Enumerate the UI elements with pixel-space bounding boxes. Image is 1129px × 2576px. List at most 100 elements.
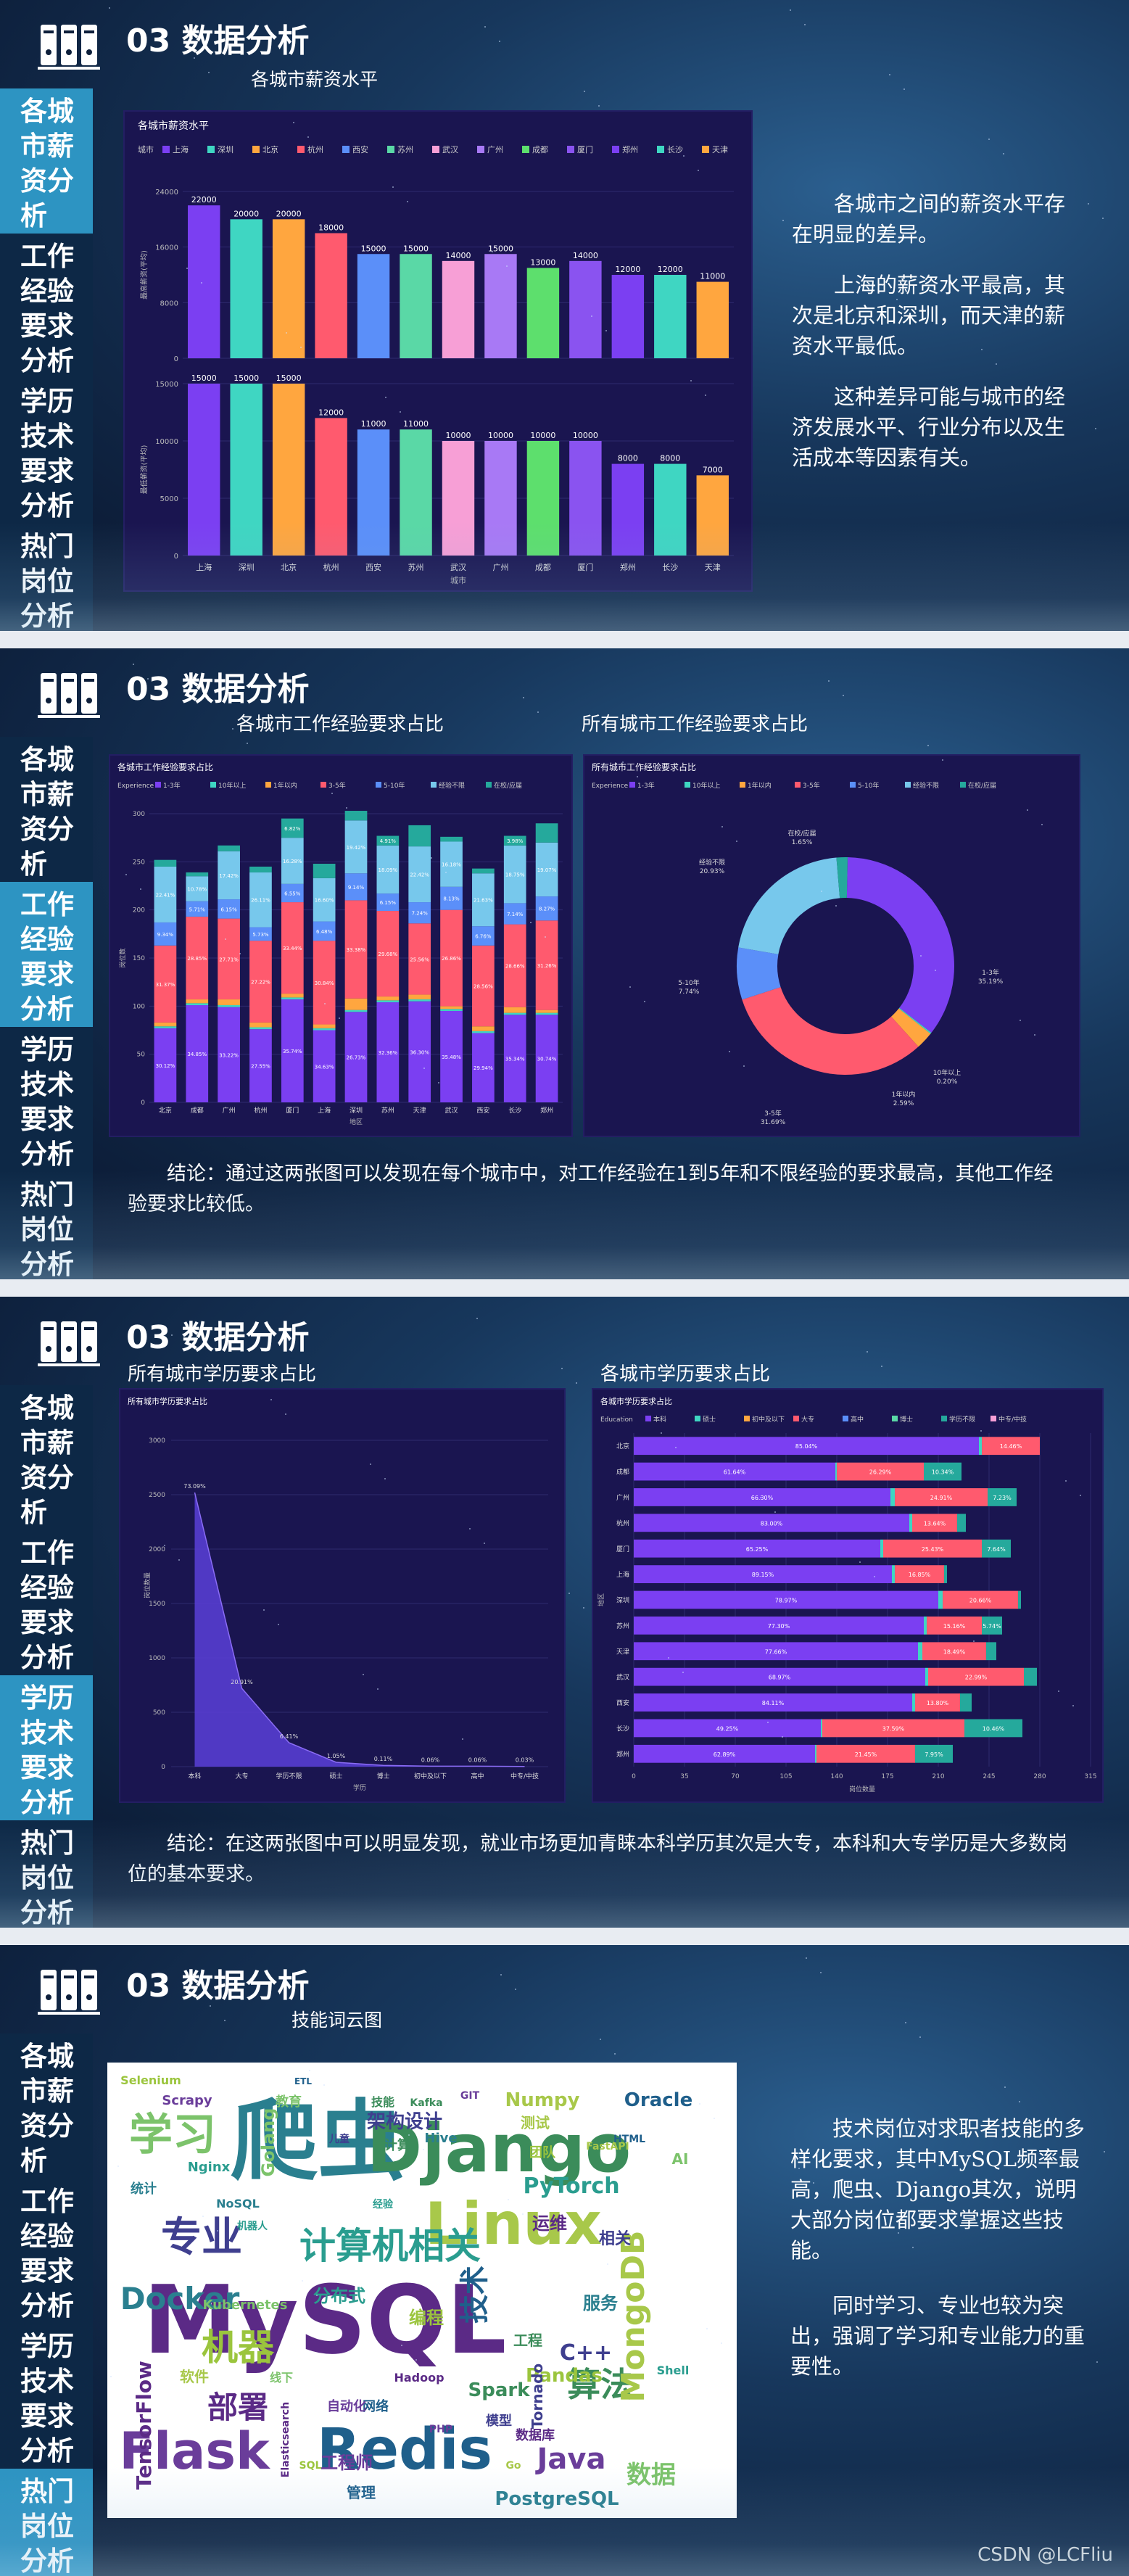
bar-segment — [376, 893, 400, 911]
y-tick-label: 1500 — [149, 1601, 165, 1608]
bar — [357, 254, 390, 358]
x-tick-label: 郑州 — [620, 562, 636, 572]
star-dot — [920, 955, 922, 957]
slice-label: 5-10年 — [678, 978, 699, 987]
nav-item-experience[interactable]: 工作经验要求分析 — [0, 2179, 93, 2324]
star-dot — [583, 1607, 584, 1609]
area-line — [194, 1492, 525, 1767]
nav-item-experience[interactable]: 工作经验要求分析 — [0, 882, 93, 1027]
y-tick-label: 上海 — [616, 1570, 629, 1579]
books-icon — [38, 25, 100, 70]
data-label: 17.42% — [219, 873, 239, 879]
chart-title: 各城市学历要求占比 — [600, 1396, 672, 1406]
salary-para-1: 各城市之间的薪资水平存在明显的差异。 — [792, 191, 1066, 247]
legend-swatch — [892, 1416, 898, 1421]
nav-item-jobs[interactable]: 热门岗位分析 — [0, 524, 93, 631]
bar-segment — [281, 838, 304, 884]
nav-item-experience[interactable]: 工作经验要求分析 — [0, 1530, 93, 1675]
star-dot — [515, 1989, 516, 1990]
data-label: 73.09% — [183, 1483, 206, 1490]
bar-segment — [634, 1693, 912, 1712]
slide-experience: 03 数据分析 各城市工作经验要求占比 所有城市工作经验要求占比 各城市薪资分析… — [0, 648, 1129, 1279]
bar — [315, 418, 347, 556]
data-label: 22.99% — [965, 1675, 988, 1681]
nav-item-salary[interactable]: 各城市薪资分析 — [0, 2034, 93, 2179]
bar-segment — [503, 1012, 526, 1015]
data-label: 22.42% — [410, 872, 429, 878]
data-label: 9.14% — [348, 885, 365, 891]
x-tick-label: 中专/中技 — [510, 1772, 539, 1780]
cloud-word: 分布式 — [313, 2286, 365, 2306]
chart-subtitle-left: 各城市工作经验要求占比 — [236, 714, 444, 735]
nav-item-salary[interactable]: 各城市薪资分析 — [0, 1385, 93, 1530]
bar-segment — [408, 994, 431, 1000]
cloud-word: PyTorch — [523, 2174, 619, 2199]
cloud-word: 管理 — [347, 2484, 376, 2501]
cloud-word: 模型 — [486, 2413, 512, 2429]
star-dot — [232, 728, 233, 730]
bar-segment — [924, 1462, 961, 1481]
cloud-word: 儿童 — [328, 2133, 350, 2145]
bar-segment — [440, 836, 463, 842]
star-dot — [1027, 809, 1028, 811]
data-label: 6.76% — [475, 933, 492, 939]
bar-segment — [408, 923, 431, 995]
data-label: 28.56% — [473, 983, 493, 989]
skills-para-1: 技术岗位对求职者技能的多样化要求，其中MySQL频率最高，爬虫、Django其次… — [790, 2116, 1085, 2263]
cloud-word: 自动化 — [327, 2398, 366, 2414]
star-dot — [323, 2084, 325, 2086]
bar-segment — [821, 1719, 822, 1738]
data-label: 16.28% — [283, 859, 302, 864]
data-label: 11000 — [361, 419, 386, 429]
star-dot — [644, 1001, 645, 1002]
x-tick-label: 长沙 — [508, 1106, 521, 1115]
bar-segment — [535, 896, 558, 921]
data-label: 13.64% — [924, 1520, 946, 1527]
nav-item-education[interactable]: 学历技术要求分析 — [0, 1675, 93, 1820]
nav-item-education[interactable]: 学历技术要求分析 — [0, 1027, 93, 1172]
nav-item-jobs[interactable]: 热门岗位分析 — [0, 1172, 93, 1279]
donut-slice — [836, 857, 848, 899]
data-label: 15000 — [488, 244, 513, 253]
bar-segment — [503, 924, 526, 1007]
bar — [526, 441, 560, 556]
nav-item-salary[interactable]: 各城市薪资分析 — [0, 737, 93, 882]
data-label: 62.89% — [714, 1751, 736, 1758]
donut-slice — [742, 987, 919, 1075]
data-label: 68.97% — [769, 1675, 791, 1681]
star-dot — [721, 826, 723, 827]
bar-segment — [154, 866, 177, 922]
bar-segment — [890, 1488, 895, 1506]
area-fill — [194, 1493, 525, 1767]
bar — [569, 441, 602, 556]
data-label: 6.15% — [380, 900, 397, 906]
data-label: 10.34% — [932, 1469, 954, 1476]
y-axis-label: 最低薪资(平均) — [139, 445, 149, 495]
slice-label: 3-5年 — [764, 1109, 782, 1118]
data-label: 18.75% — [505, 872, 525, 878]
nav-item-jobs[interactable]: 热门岗位分析 — [0, 1820, 93, 1928]
legend-item: 1-3年 — [163, 781, 181, 790]
nav-item-jobs[interactable]: 热门岗位分析 — [0, 2469, 93, 2576]
data-label: 10.78% — [187, 886, 207, 892]
slide-salary: 03 数据分析 各城市薪资水平 各城市薪资分析 工作经验要求分析 学历技术要求分… — [0, 0, 1129, 631]
nav-item-experience[interactable]: 工作经验要求分析 — [0, 234, 93, 379]
legend-swatch — [522, 146, 529, 153]
star-dot — [889, 74, 890, 75]
y-tick-label: 200 — [133, 907, 145, 915]
cloud-word: ETL — [294, 2076, 312, 2086]
bar-segment — [154, 922, 177, 946]
cloud-word: 运维 — [532, 2213, 567, 2234]
data-label: 5.71% — [189, 907, 206, 912]
bar-segment — [988, 1488, 1017, 1506]
star-dot — [423, 2149, 424, 2150]
bar-segment — [472, 873, 495, 927]
data-label: 20000 — [233, 209, 259, 218]
nav-item-salary[interactable]: 各城市薪资分析 — [0, 88, 93, 234]
x-tick-label: 280 — [1033, 1773, 1046, 1780]
star-dot — [835, 905, 837, 907]
star-dot — [316, 2295, 318, 2296]
nav-item-education[interactable]: 学历技术要求分析 — [0, 379, 93, 524]
nav-item-education[interactable]: 学历技术要求分析 — [0, 2324, 93, 2469]
y-tick-label: 100 — [133, 1003, 145, 1010]
